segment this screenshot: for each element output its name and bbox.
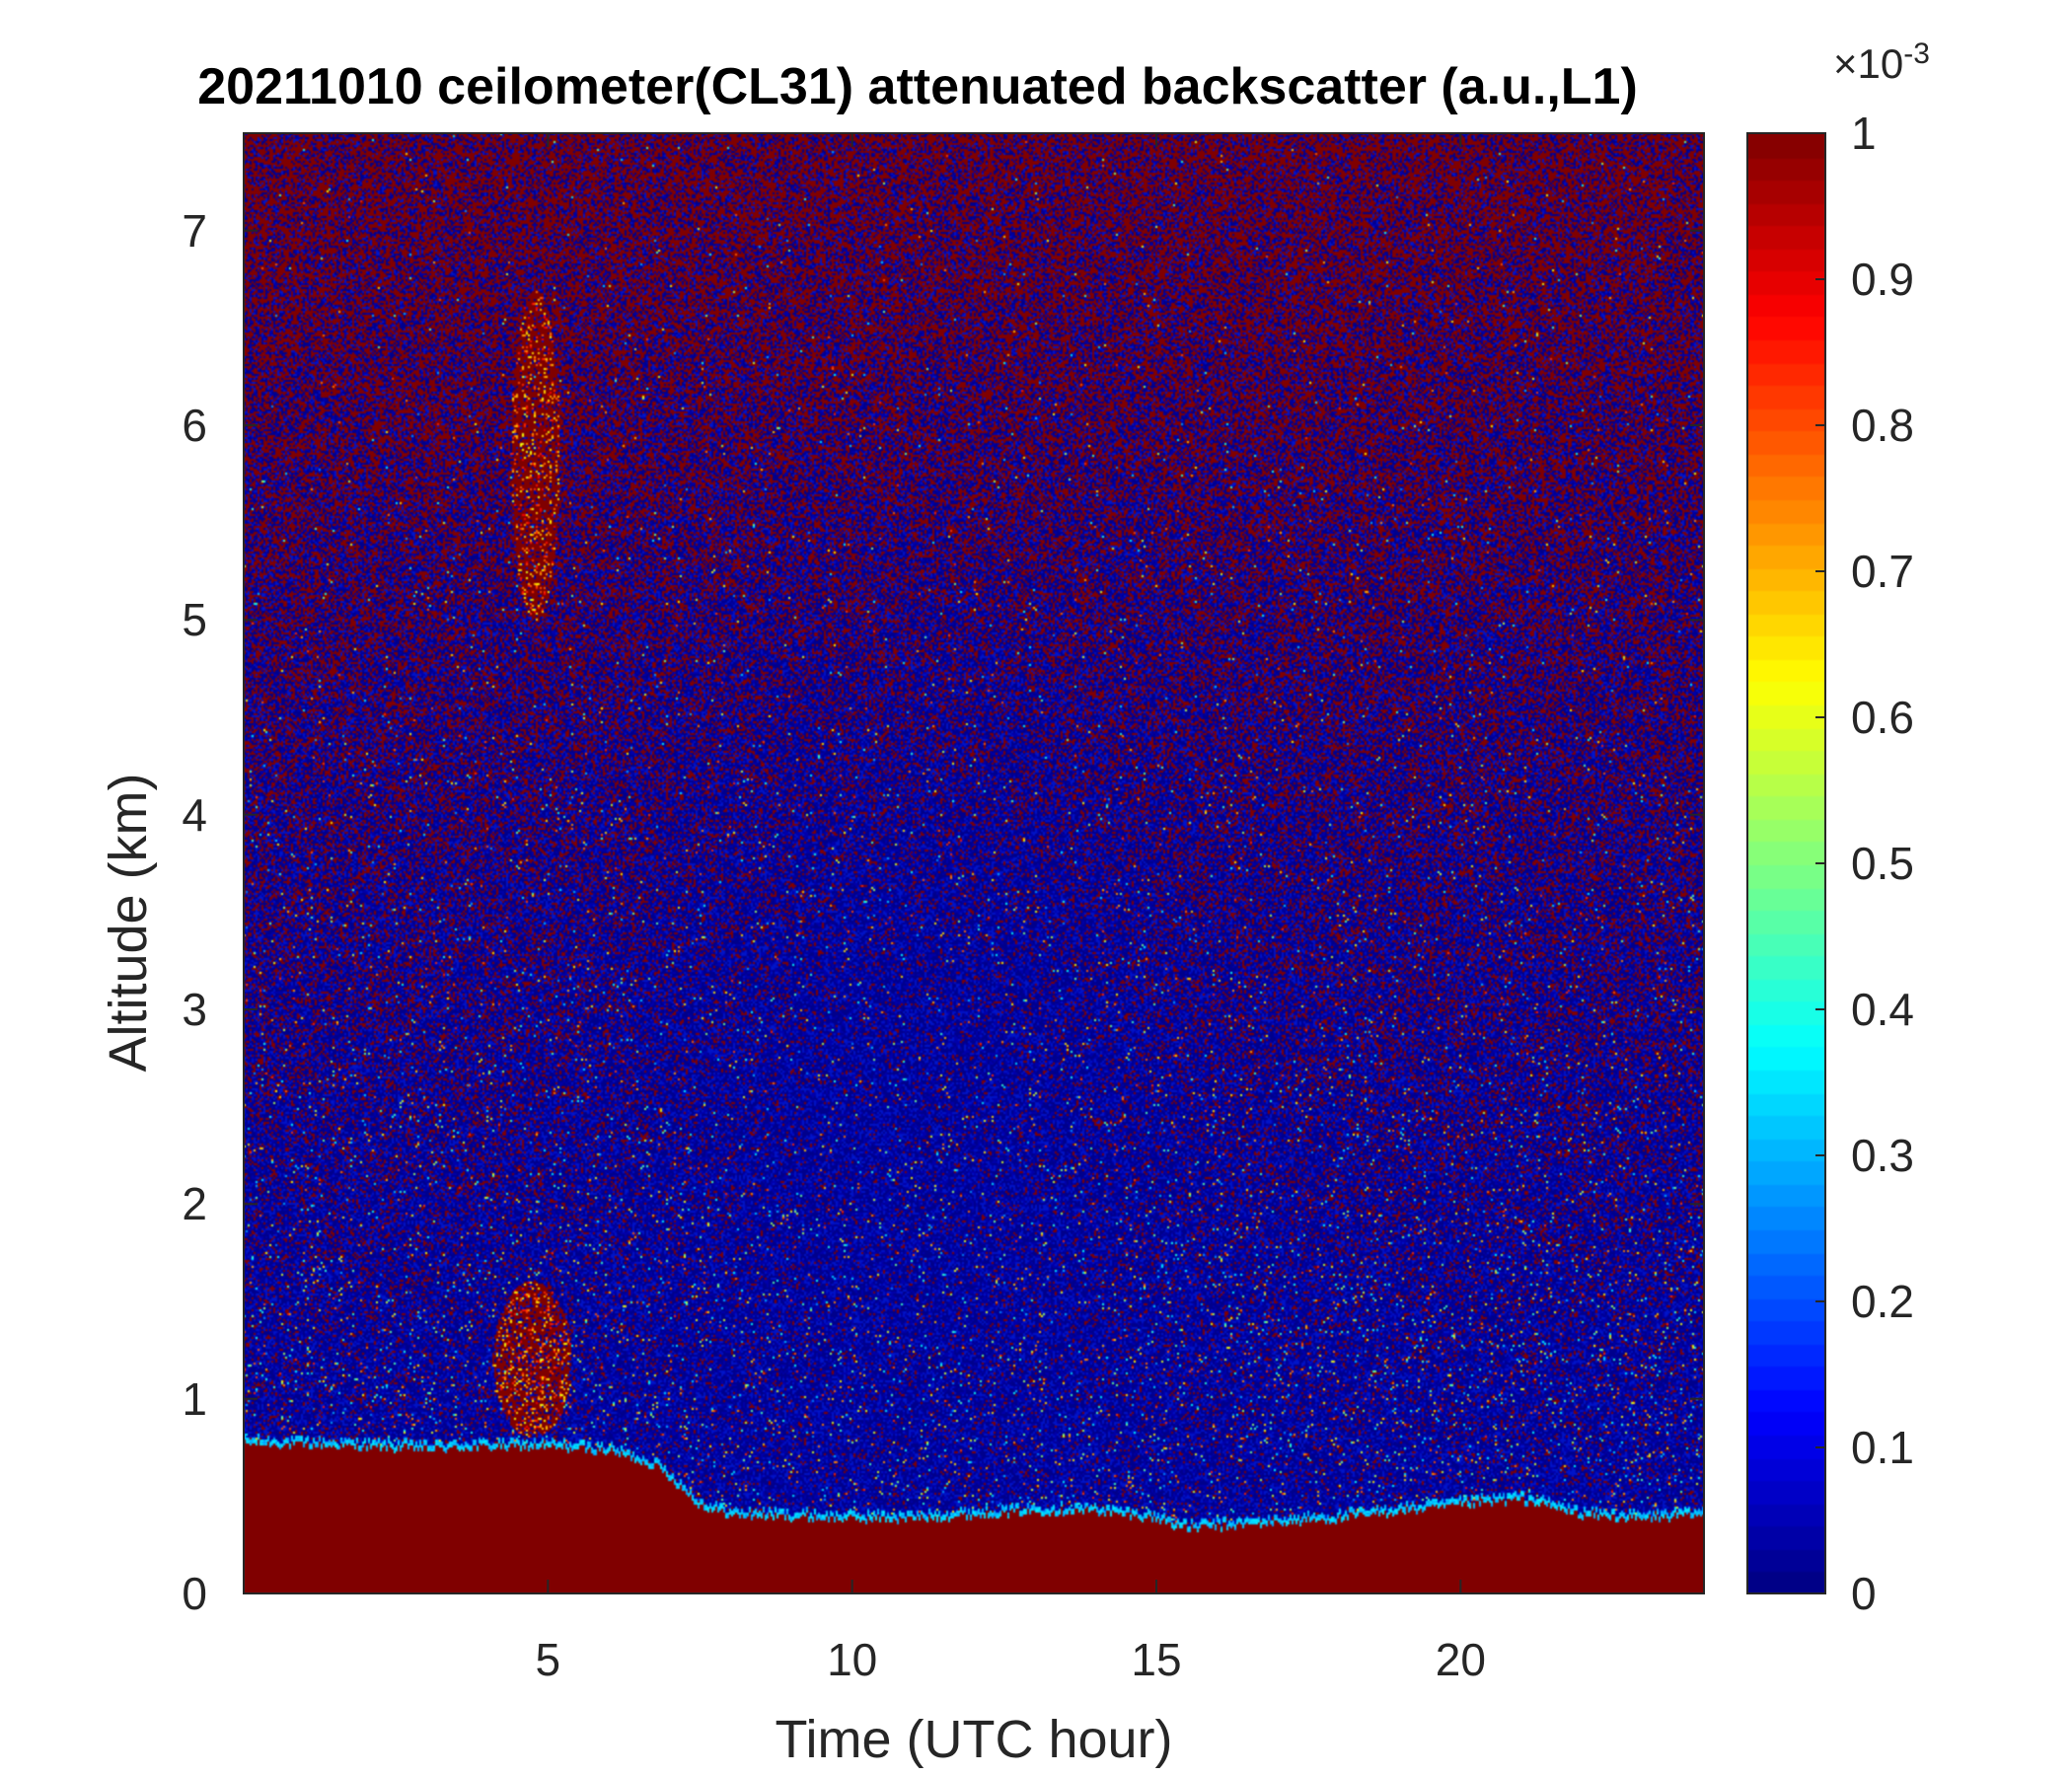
colorbar-tick-label: 0 <box>1851 1568 1877 1619</box>
y-tick-label: 2 <box>182 1178 207 1230</box>
colorbar-frame <box>1746 132 1826 1594</box>
colorbar-tick-label: 0.9 <box>1851 254 1914 305</box>
x-axis-label: Time (UTC hour) <box>775 1710 1173 1769</box>
plot-frame <box>243 132 1705 1594</box>
colorbar-tick-label: 1 <box>1851 108 1877 159</box>
y-tick-label: 5 <box>182 594 207 646</box>
colorbar-exponent-power: -3 <box>1903 37 1930 70</box>
colorbar <box>1747 133 1825 1593</box>
y-tick-label: 0 <box>182 1568 207 1619</box>
backscatter-heatmap <box>244 133 1704 1593</box>
colorbar-exponent-base: ×10 <box>1833 40 1904 87</box>
x-tick-label: 15 <box>1131 1634 1182 1685</box>
colorbar-tick-label: 0.4 <box>1851 984 1914 1035</box>
x-tick-label: 10 <box>827 1634 878 1685</box>
colorbar-tick-label: 0.5 <box>1851 838 1914 889</box>
colorbar-tick-label: 0.3 <box>1851 1130 1914 1181</box>
y-tick-label: 4 <box>182 788 207 841</box>
y-tick-label: 3 <box>182 984 207 1035</box>
x-tick-label: 20 <box>1435 1634 1486 1685</box>
y-tick-label: 6 <box>182 400 207 451</box>
y-tick-label: 7 <box>182 204 207 257</box>
colorbar-tick-label: 0.2 <box>1851 1276 1914 1327</box>
chart-title: 20211010 ceilometer(CL31) attenuated bac… <box>197 58 1638 115</box>
y-tick-label: 1 <box>182 1372 207 1425</box>
colorbar-tick-label: 0.6 <box>1851 692 1914 743</box>
colorbar-tick-label: 0.7 <box>1851 546 1914 597</box>
colorbar-tick-label: 0.1 <box>1851 1422 1914 1473</box>
colorbar-tick-label: 0.8 <box>1851 400 1914 451</box>
colorbar-exponent: ×10-3 <box>1833 37 1930 88</box>
x-tick-label: 5 <box>535 1634 561 1685</box>
